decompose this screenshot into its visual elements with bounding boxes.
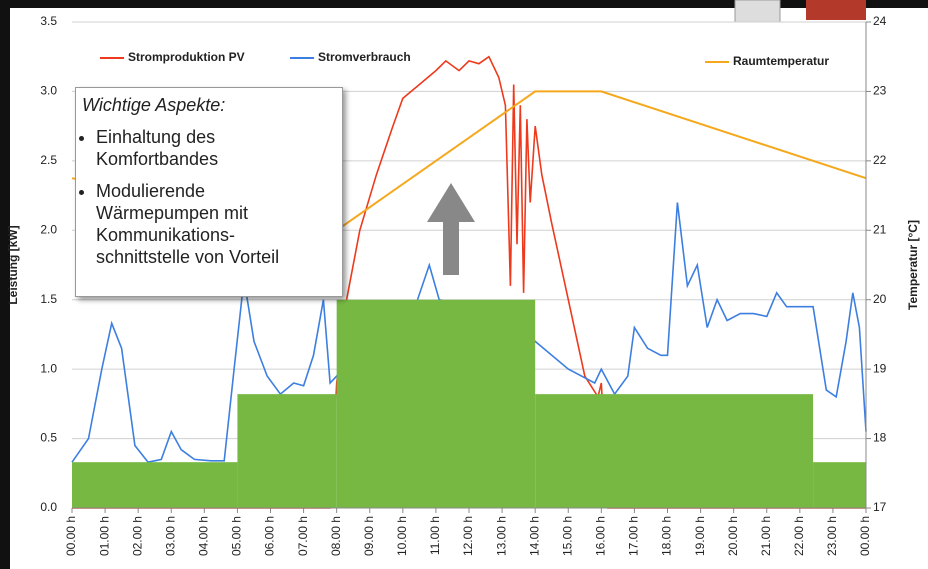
x-tick-label: 21.00 h	[759, 516, 773, 556]
x-tick-label: 07.00 h	[296, 516, 310, 556]
x-tick-label: 23.00 h	[825, 516, 839, 556]
y2-tick-label: 19	[873, 361, 887, 375]
legend-label: Raumtemperatur	[733, 54, 829, 68]
series-line	[72, 55, 866, 509]
y-tick-label: 2.5	[40, 153, 57, 167]
x-tick-label: 05.00 h	[230, 516, 244, 556]
arrow-head	[427, 183, 475, 222]
x-tick-label: 02.00 h	[130, 516, 144, 556]
y2-axis-title: Temperatur [°C]	[906, 220, 920, 310]
step-bar	[237, 394, 337, 508]
y2-tick-label: 21	[873, 222, 887, 236]
y2-tick-label: 24	[873, 14, 887, 28]
photo-device	[734, 0, 781, 23]
legend-label: Stromverbrauch	[318, 50, 411, 64]
step-bar	[336, 299, 536, 508]
x-tick-label: 04.00 h	[197, 516, 211, 556]
annotation-line: Wärmepumpen mit	[96, 203, 249, 223]
x-tick-label: 12.00 h	[461, 516, 475, 556]
x-tick-label: 16.00 h	[594, 516, 608, 556]
annotation-line: Komfortbandes	[96, 149, 219, 169]
photo-radiator	[806, 0, 866, 20]
y2-tick-label: 23	[873, 84, 887, 98]
x-tick-label: 06.00 h	[263, 516, 277, 556]
x-tick-label: 15.00 h	[560, 516, 574, 556]
x-tick-label: 11.00 h	[428, 516, 442, 555]
x-tick-label: 08.00 h	[329, 516, 343, 556]
x-tick-label: 22.00 h	[792, 516, 806, 556]
y-tick-label: 0.0	[40, 500, 57, 514]
y-tick-label: 3.0	[40, 84, 57, 98]
x-tick-label: 14.00 h	[527, 516, 541, 556]
annotation-line: Einhaltung des	[96, 127, 216, 147]
y-tick-label: 2.0	[40, 222, 57, 236]
x-tick-label: 00.00 h	[64, 516, 78, 556]
y2-tick-label: 17	[873, 500, 887, 514]
y-axis-title: Leistung [kW]	[6, 225, 20, 304]
x-tick-label: 03.00 h	[163, 516, 177, 556]
y2-tick-label: 18	[873, 431, 887, 445]
y-tick-label: 1.0	[40, 361, 57, 375]
plot: 0.0 0.5 1.0 1.5 2.0 2.5 3.0 3.5 17 18 19 20 21 22 23 24…	[40, 14, 886, 556]
y-tick-label: 3.5	[40, 14, 57, 28]
y2-tick-label: 20	[873, 292, 887, 306]
x-tick-label: 20.00 h	[726, 516, 740, 556]
y-tick-label: 1.5	[40, 292, 57, 306]
x-tick-label: 01.00 h	[97, 516, 111, 556]
x-tick-label: 17.00 h	[627, 516, 641, 556]
step-bar	[72, 462, 238, 508]
step-bar	[813, 462, 866, 508]
x-tick-label: 19.00 h	[693, 516, 707, 556]
step-bar	[535, 394, 814, 508]
y-tick-label: 0.5	[40, 431, 57, 445]
annotation-title: Wichtige Aspekte:	[82, 95, 226, 115]
y2-tick-label: 22	[873, 153, 887, 167]
annotation-box: Wichtige Aspekte: Einhaltung desKomfortb…	[75, 87, 343, 297]
x-tick-label: 09.00 h	[362, 516, 376, 556]
annotation-line: Kommunikations-	[96, 225, 236, 245]
arrow-shaft	[443, 221, 459, 275]
x-tick-label: 18.00 h	[660, 516, 674, 556]
legend-label: Stromproduktion PV	[128, 50, 245, 64]
x-tick-label: 00.00 h	[858, 516, 872, 556]
annotation-line: Modulierende	[96, 181, 206, 201]
x-tick-label: 13.00 h	[494, 516, 508, 556]
annotation-line: schnittstelle von Vorteil	[96, 247, 280, 267]
x-tick-label: 10.00 h	[395, 516, 409, 556]
